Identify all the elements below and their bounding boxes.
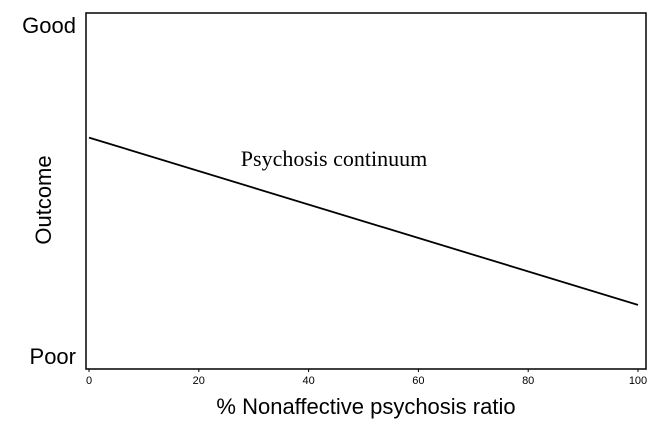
x-axis-label: % Nonaffective psychosis ratio <box>216 394 515 419</box>
annotation: Psychosis continuum <box>241 146 427 171</box>
line <box>88 136 639 306</box>
y-tick-label: Poor <box>30 344 76 369</box>
x-tick-label: 100 <box>629 375 647 387</box>
x-tick-label: 40 <box>302 375 314 387</box>
x-tick-label: 60 <box>412 375 424 387</box>
x-tick-label: 80 <box>522 375 534 387</box>
x-tick-label: 0 <box>86 375 92 387</box>
y-tick-label: Good <box>22 13 76 38</box>
y-axis-label: Outcome <box>31 155 56 244</box>
plot-frame <box>85 12 647 370</box>
x-tick-label: 20 <box>193 375 205 387</box>
